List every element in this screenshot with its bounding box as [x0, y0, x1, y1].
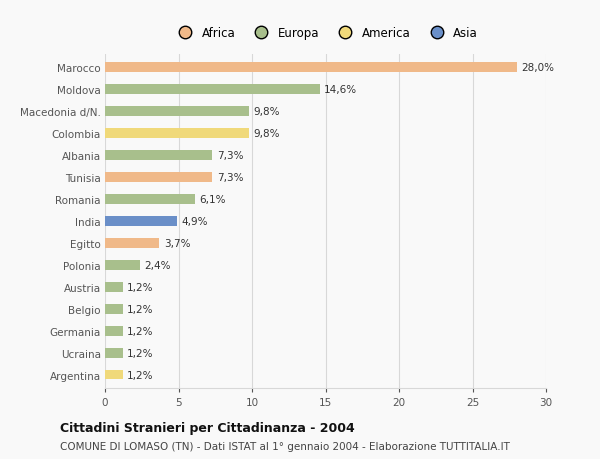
Text: 1,2%: 1,2% — [127, 282, 154, 292]
Text: 7,3%: 7,3% — [217, 151, 243, 161]
Text: 9,8%: 9,8% — [253, 107, 280, 117]
Text: 4,9%: 4,9% — [181, 217, 208, 226]
Bar — [105, 173, 212, 183]
Text: 1,2%: 1,2% — [127, 370, 154, 380]
Bar — [105, 129, 249, 139]
Bar — [105, 304, 122, 314]
Bar — [105, 107, 249, 117]
Text: 6,1%: 6,1% — [199, 195, 226, 205]
Text: 1,2%: 1,2% — [127, 304, 154, 314]
Bar — [105, 217, 177, 226]
Text: 1,2%: 1,2% — [127, 348, 154, 358]
Text: 9,8%: 9,8% — [253, 129, 280, 139]
Text: 28,0%: 28,0% — [521, 63, 554, 73]
Text: Cittadini Stranieri per Cittadinanza - 2004: Cittadini Stranieri per Cittadinanza - 2… — [60, 421, 355, 434]
Text: 7,3%: 7,3% — [217, 173, 243, 183]
Bar — [105, 85, 320, 95]
Bar — [105, 195, 194, 205]
Bar — [105, 151, 212, 161]
Bar — [105, 348, 122, 358]
Text: 14,6%: 14,6% — [324, 85, 357, 95]
Bar — [105, 282, 122, 292]
Bar — [105, 63, 517, 73]
Bar — [105, 326, 122, 336]
Text: COMUNE DI LOMASO (TN) - Dati ISTAT al 1° gennaio 2004 - Elaborazione TUTTITALIA.: COMUNE DI LOMASO (TN) - Dati ISTAT al 1°… — [60, 441, 510, 451]
Text: 1,2%: 1,2% — [127, 326, 154, 336]
Text: 2,4%: 2,4% — [145, 260, 171, 270]
Bar — [105, 260, 140, 270]
Bar — [105, 238, 160, 248]
Text: 3,7%: 3,7% — [164, 238, 190, 248]
Bar — [105, 370, 122, 380]
Legend: Africa, Europa, America, Asia: Africa, Europa, America, Asia — [171, 25, 480, 43]
